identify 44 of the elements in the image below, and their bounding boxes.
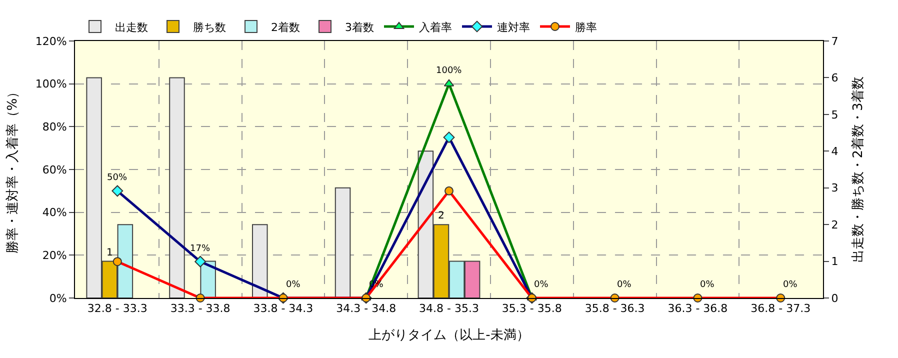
y2-tick-label: 3 bbox=[831, 182, 838, 195]
y2-tick-label: 7 bbox=[831, 34, 838, 48]
x-tick-label: 32.8 - 33.3 bbox=[87, 302, 148, 316]
legend-label: 入着率 bbox=[419, 20, 452, 34]
x-tick-label: 34.8 - 35.3 bbox=[419, 302, 479, 316]
y-tick-label: 0% bbox=[49, 292, 67, 305]
data-label: 2 bbox=[438, 210, 444, 222]
y2-axis-title: 出走数・勝ち数・2着数・3着数 bbox=[850, 76, 866, 262]
y-tick-label: 120% bbox=[35, 34, 67, 48]
y2-tick-label: 2 bbox=[831, 218, 838, 232]
y-tick-label: 20% bbox=[42, 249, 67, 262]
x-tick-label: 35.3 - 35.8 bbox=[502, 302, 562, 316]
annotation: 100% bbox=[436, 66, 462, 76]
legend-label: 勝率 bbox=[575, 20, 597, 34]
x-axis-title: 上がりタイム（以上-未満） bbox=[368, 328, 530, 343]
y-tick-label: 100% bbox=[35, 78, 67, 91]
y2-tick-label: 5 bbox=[831, 108, 838, 122]
legend-label: 連対率 bbox=[497, 20, 530, 34]
y-tick-label: 60% bbox=[42, 163, 67, 176]
annotation: 50% bbox=[107, 173, 128, 183]
x-tick-label: 33.3 - 33.8 bbox=[170, 302, 230, 316]
legend-label: 出走数 bbox=[115, 20, 148, 34]
data-label: 1 bbox=[106, 247, 113, 258]
legend-label: 3着数 bbox=[345, 20, 374, 34]
x-tick-label: 36.8 - 37.3 bbox=[750, 302, 811, 316]
x-tick-label: 36.3 - 36.8 bbox=[668, 302, 728, 316]
y-tick-label: 80% bbox=[42, 120, 67, 134]
annotation: 0% bbox=[783, 280, 798, 290]
annotation: 0% bbox=[617, 280, 632, 290]
x-tick-label: 35.8 - 36.3 bbox=[584, 302, 645, 316]
annotation: 0% bbox=[700, 280, 715, 290]
y2-tick-label: 0 bbox=[831, 292, 838, 305]
y2-tick-label: 6 bbox=[831, 72, 838, 85]
x-tick-label: 34.3 - 34.8 bbox=[336, 302, 396, 316]
y2-tick-label: 4 bbox=[831, 144, 838, 158]
y-axis-title: 勝率・連対率・入着率（%） bbox=[4, 85, 20, 254]
x-tick-label: 33.8 - 34.3 bbox=[253, 302, 314, 316]
legend-label: 2着数 bbox=[271, 20, 300, 34]
annotation: 0% bbox=[534, 280, 549, 290]
legend-label: 勝ち数 bbox=[193, 20, 226, 34]
y2-tick-label: 1 bbox=[831, 255, 838, 268]
annotation: 17% bbox=[190, 244, 210, 254]
y-tick-label: 40% bbox=[42, 206, 67, 220]
annotation: 0% bbox=[286, 280, 301, 290]
